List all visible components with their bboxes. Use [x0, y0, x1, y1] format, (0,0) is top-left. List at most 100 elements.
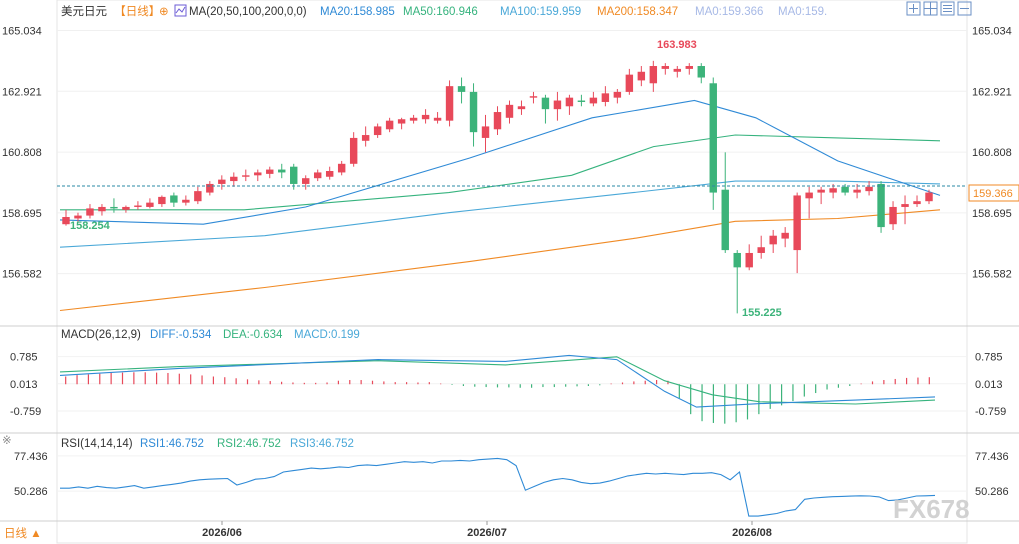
collapse-icon[interactable] — [957, 1, 972, 16]
rsi-tick-right: 77.436 — [975, 451, 1009, 463]
candle-body — [194, 191, 202, 202]
price-tick-right: 165.034 — [972, 26, 1012, 38]
macd-tick-right: -0.759 — [975, 406, 1006, 418]
candle-body — [853, 189, 861, 193]
ma100-value: MA100:159.959 — [500, 6, 581, 18]
grid-icon[interactable] — [923, 1, 938, 16]
candle-body — [493, 112, 502, 130]
candle-body — [589, 97, 598, 104]
macd-tick-right: 0.785 — [975, 352, 1003, 364]
ma50-line — [60, 134, 941, 211]
candle-body — [517, 106, 526, 110]
symbol-label: 美元日元 — [61, 4, 107, 18]
rsi-grid — [57, 455, 967, 492]
candle-body — [925, 192, 933, 202]
rsi1-value: RSI1:46.752 — [140, 438, 204, 450]
candle-body — [625, 74, 634, 92]
rsi3-value: RSI3:46.752 — [290, 438, 354, 450]
candle-body — [697, 66, 705, 78]
candle-body — [278, 169, 286, 173]
rsi-tick-left: 77.436 — [14, 451, 48, 463]
candle-body — [302, 178, 310, 184]
candle-body — [206, 183, 214, 193]
price-tick-right: 160.808 — [972, 147, 1012, 159]
ma20-line — [59, 99, 941, 225]
candle-body — [805, 192, 813, 199]
candle-body — [433, 117, 442, 121]
candle-body — [98, 206, 106, 212]
candle-body — [745, 252, 753, 268]
candle-body — [481, 126, 490, 138]
ma200-value: MA200:158.347 — [597, 6, 678, 18]
ma50-value: MA50:160.946 — [403, 6, 478, 18]
candle-body — [134, 205, 142, 207]
current-price-label: 159.366 — [973, 188, 1013, 200]
date-tick-label: 2026/07 — [467, 527, 507, 539]
price-tick-right: 158.695 — [972, 208, 1012, 220]
candle-body — [409, 117, 418, 121]
candle-body — [553, 100, 562, 110]
candle-body — [505, 104, 514, 118]
list-icon[interactable] — [940, 1, 955, 16]
candle-body — [889, 206, 897, 225]
low-annotation: 155.225 — [742, 307, 782, 319]
settings-icon[interactable]: ⊕ — [159, 6, 169, 18]
price-tick-left: 162.921 — [2, 86, 42, 98]
candle-body — [793, 195, 801, 251]
candle-body — [337, 163, 346, 173]
candle-body — [146, 202, 154, 207]
ma-toggle-icon[interactable] — [174, 4, 187, 17]
rsi-tick-left: 50.286 — [14, 486, 48, 498]
rsi-label: RSI(14,14,14) — [61, 438, 133, 450]
price-tick-right: 162.921 — [972, 86, 1012, 98]
candle-body — [182, 199, 190, 203]
candle-body — [637, 71, 646, 81]
candle-body — [769, 235, 777, 245]
rsi-legend: RSI(14,14,14) RSI1:46.752 RSI2:46.752 RS… — [61, 438, 354, 450]
macd-tick-right: 0.013 — [975, 379, 1003, 391]
period-button[interactable]: 日线 ▲ — [4, 526, 42, 540]
candle-body — [685, 66, 693, 69]
candle-body — [781, 232, 789, 239]
price-tick-left: 160.808 — [2, 147, 42, 159]
ma20-value: MA20:158.985 — [320, 6, 395, 18]
macd-grid — [57, 356, 967, 412]
macd-tick-left: -0.759 — [10, 406, 41, 418]
candle-body — [601, 93, 610, 102]
price-grid — [57, 30, 967, 275]
candle-body — [649, 66, 658, 84]
candle-body — [733, 252, 741, 268]
candle-body — [373, 126, 382, 136]
macd-lines — [59, 354, 936, 408]
rsi-axis: 77.436 77.436 50.286 50.286 — [14, 451, 1009, 498]
candle-body — [445, 86, 454, 121]
price-tick-left: 158.695 — [2, 208, 42, 220]
candle-body — [817, 189, 825, 193]
candle-body — [709, 83, 717, 193]
candle-body — [541, 97, 550, 110]
macd-diff-line — [59, 354, 936, 408]
period-label[interactable]: 【日线】 — [114, 4, 160, 18]
macd-dea: DEA:-0.634 — [223, 329, 283, 341]
macd-histogram — [65, 372, 930, 424]
expand-icon[interactable] — [906, 1, 921, 16]
candle-body — [170, 195, 178, 203]
chart-frame — [56, 0, 968, 544]
candle-body — [266, 169, 274, 174]
candle-body — [661, 66, 670, 69]
rsi-settings-icon[interactable]: ※ — [2, 435, 12, 447]
price-axis: 165.034 165.034 162.921 162.921 160.808 160.8… — [2, 26, 1012, 281]
candle-body — [865, 186, 873, 192]
macd-diff: DIFF:-0.534 — [150, 329, 212, 341]
date-axis: 2026/06 2026/07 2026/08 — [202, 521, 772, 539]
candle-body — [913, 201, 921, 205]
candle-body — [110, 206, 118, 209]
candle-body — [757, 247, 765, 253]
candle-body — [397, 119, 406, 124]
macd-axis: 0.785 0.785 0.013 0.013 -0.759 -0.759 — [10, 352, 1006, 418]
candle-body — [313, 172, 322, 179]
candle-body — [721, 189, 729, 251]
current-price-box — [968, 184, 1019, 202]
candle-body — [529, 96, 538, 98]
